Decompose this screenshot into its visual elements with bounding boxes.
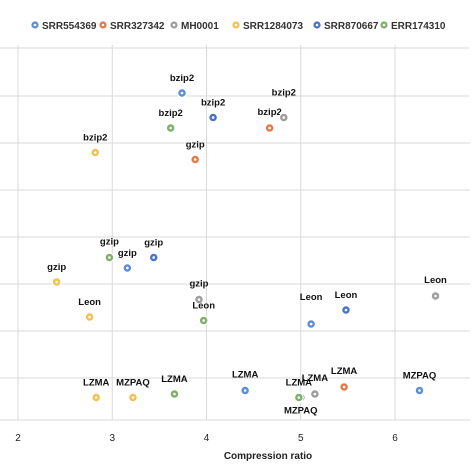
data-point-center	[108, 256, 111, 259]
legend-marker-dot	[33, 23, 37, 27]
x-tick-label: 4	[204, 433, 210, 444]
data-point-center	[88, 315, 91, 319]
data-point-center	[93, 151, 97, 154]
data-point-center	[434, 294, 437, 298]
x-tick-label: 3	[109, 433, 115, 444]
data-point-label: LZMA	[331, 366, 358, 377]
data-point-center	[131, 396, 135, 399]
legend-marker-dot	[382, 23, 386, 27]
legend-label: MH0001	[181, 21, 219, 32]
data-point-center	[282, 116, 286, 119]
data-point-center	[268, 126, 271, 130]
data-point-center	[152, 256, 156, 259]
legend-label: SRR327342	[110, 21, 165, 32]
data-point-center	[309, 322, 313, 326]
legend-marker-dot	[315, 23, 319, 27]
data-point-label: Leon	[335, 290, 358, 301]
data-point-center	[169, 126, 172, 130]
data-point-label: gzip	[118, 248, 137, 259]
data-point-label: LZMA	[232, 370, 259, 381]
data-point-label: gzip	[144, 238, 163, 249]
legend-marker-dot	[101, 23, 105, 27]
data-point-center	[344, 308, 348, 312]
data-point-center	[126, 266, 129, 270]
data-point-label: bzip2	[159, 108, 183, 119]
legend-marker-dot	[172, 23, 176, 27]
data-point-label: gzip	[47, 262, 66, 273]
data-point-label: MZPAQ	[116, 378, 150, 389]
data-point-center	[55, 280, 58, 284]
data-point-center	[202, 319, 205, 322]
data-point-label: Leon	[424, 275, 447, 286]
data-point-center	[297, 396, 301, 399]
data-point-center	[313, 392, 317, 396]
data-point-label: bzip2	[272, 88, 296, 99]
data-point-label: bzip2	[201, 98, 225, 109]
data-point-label: gzip	[186, 140, 205, 151]
x-tick-label: 5	[298, 433, 304, 444]
data-point-label: Leon	[300, 292, 323, 303]
data-point-label: LZMA	[161, 374, 188, 385]
data-point-center	[173, 392, 176, 396]
legend-label: SRR870667	[324, 21, 379, 32]
data-point-label: LZMA	[83, 378, 110, 389]
x-axis-title: Compression ratio	[224, 451, 312, 462]
legend-label: SRR554369	[42, 21, 97, 32]
data-point-label: Leon	[78, 297, 101, 308]
data-point-label: gzip	[189, 279, 208, 290]
legend-marker-dot	[234, 23, 238, 27]
data-point-center	[94, 396, 98, 399]
data-point-label: LZMA	[302, 373, 329, 384]
data-point-center	[243, 389, 247, 392]
data-point-center	[193, 158, 197, 161]
data-point-center	[197, 298, 201, 301]
legend-label: ERR174310	[391, 21, 446, 32]
data-point-label: bzip2	[170, 73, 194, 84]
x-tick-label: 6	[392, 433, 398, 444]
data-point-label: bzip2	[258, 107, 282, 118]
x-tick-label: 2	[15, 433, 21, 444]
data-point-center	[180, 91, 184, 95]
data-point-label: gzip	[100, 237, 119, 248]
data-point-center	[211, 116, 215, 119]
data-point-center	[342, 385, 346, 389]
data-point-label: MZPAQ	[403, 371, 437, 382]
data-point-center	[418, 389, 421, 392]
data-point-label: MZPAQ	[284, 406, 318, 417]
data-point-label: LZMA	[286, 378, 313, 389]
data-point-label: Leon	[192, 301, 215, 312]
data-point-label: bzip2	[83, 133, 107, 144]
legend-label: SRR1284073	[243, 21, 303, 32]
